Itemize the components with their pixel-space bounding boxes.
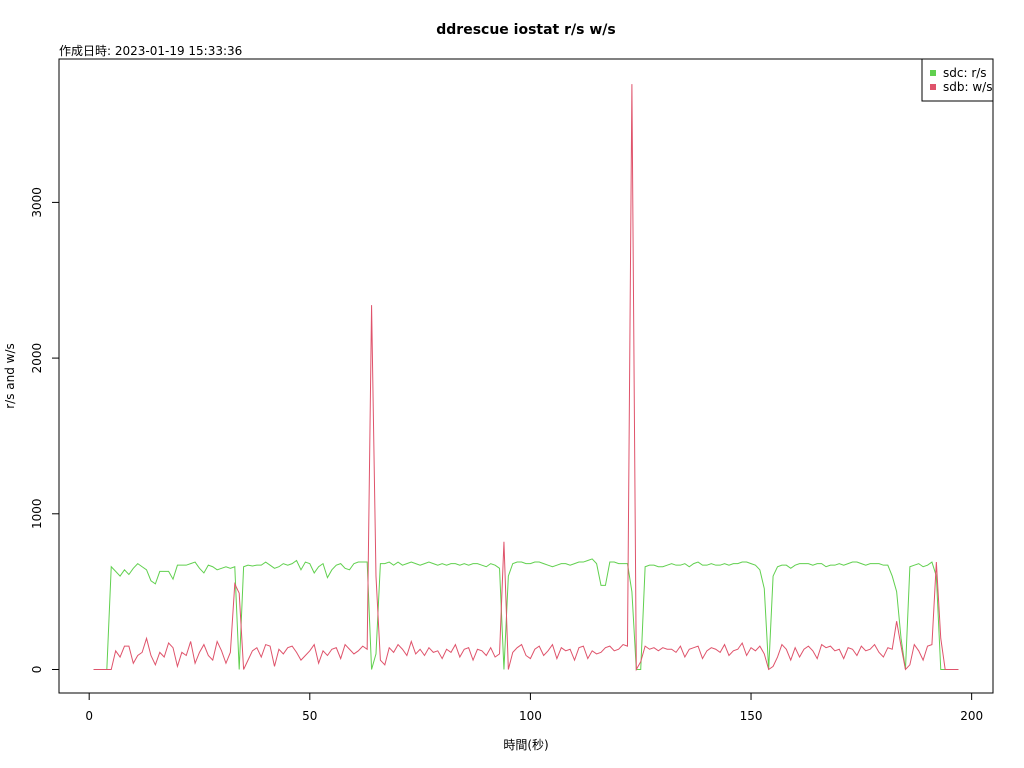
legend-label: sdc: r/s	[943, 66, 987, 80]
chart-title: ddrescue iostat r/s w/s	[436, 22, 615, 38]
x-tick-label: 200	[960, 709, 983, 723]
legend-swatch	[930, 70, 936, 76]
y-tick-label: 3000	[30, 187, 44, 218]
series-line	[93, 84, 959, 672]
x-tick-label: 50	[302, 709, 317, 723]
x-tick-label: 0	[85, 709, 93, 723]
chart-subtitle: 作成日時: 2023-01-19 15:33:36	[59, 44, 242, 58]
x-axis-label: 時間(秒)	[503, 738, 548, 752]
plot-frame	[58, 58, 994, 694]
y-axis-label: r/s and w/s	[3, 343, 17, 409]
legend-box	[921, 58, 994, 102]
legend-label: sdb: w/s	[943, 80, 992, 94]
series-line	[93, 558, 959, 670]
y-tick-label: 2000	[30, 343, 44, 374]
x-tick-label: 100	[519, 709, 542, 723]
legend-swatch	[930, 84, 936, 90]
x-tick-label: 150	[740, 709, 763, 723]
y-tick-label: 1000	[30, 499, 44, 530]
y-tick-label: 0	[30, 666, 44, 674]
